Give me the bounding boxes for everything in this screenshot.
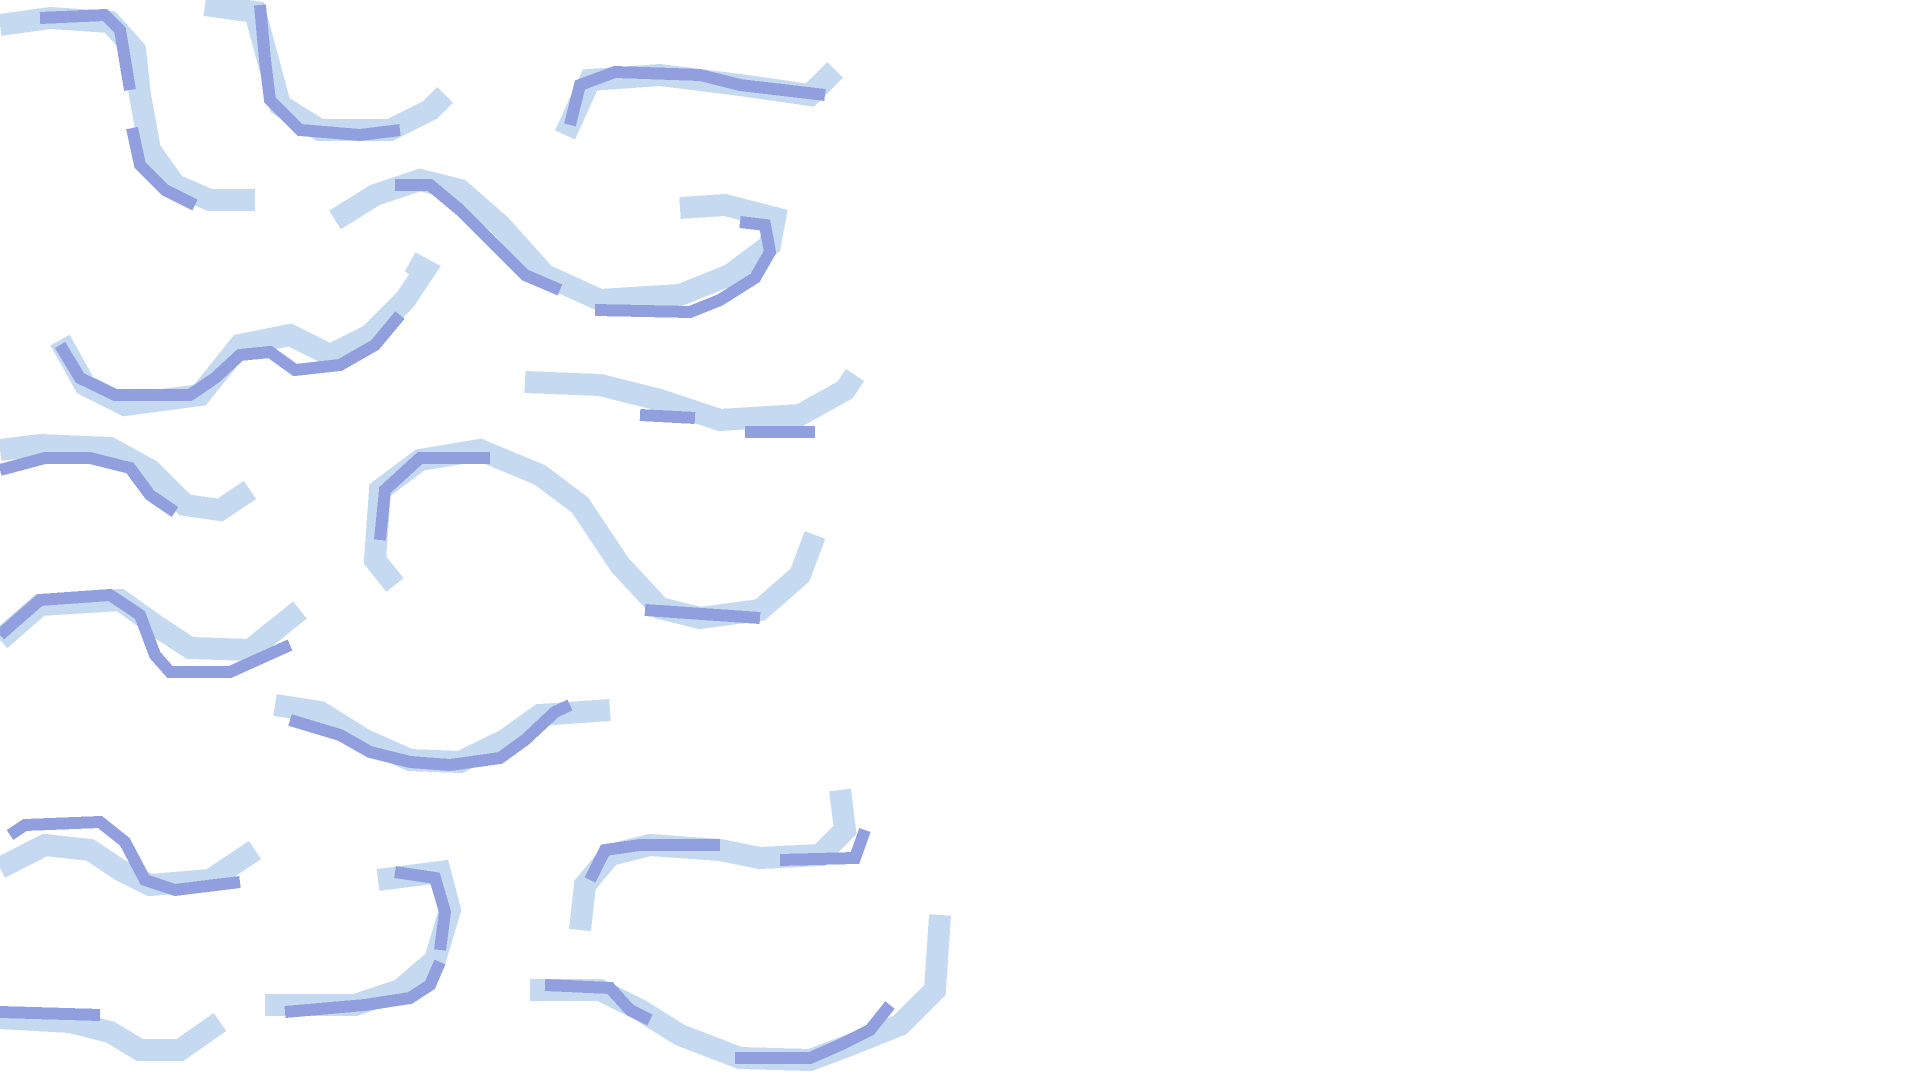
- dark-squiggle-7: [54, 311, 405, 401]
- dark-squiggle-22: [735, 1001, 895, 1064]
- dark-squiggle-11: [374, 452, 490, 541]
- dark-squiggle-8: [639, 409, 696, 424]
- dark-squiggle-15: [6, 815, 241, 897]
- dark-squiggle-2: [126, 126, 198, 211]
- dark-squiggle-19: [284, 959, 446, 1018]
- dark-squiggle-1: [39, 8, 136, 91]
- dark-squiggle-layer: [0, 4, 895, 1064]
- dark-squiggle-3: [254, 4, 401, 142]
- dark-squiggle-17: [779, 827, 871, 866]
- light-squiggle-8: [363, 438, 826, 630]
- light-squiggle-15: [0, 1007, 227, 1061]
- dark-squiggle-6: [594, 216, 777, 319]
- dark-squiggle-12: [644, 604, 761, 624]
- dark-squiggle-13: [0, 588, 293, 678]
- light-squiggle-2: [203, 0, 453, 141]
- light-squiggle-5: [50, 252, 441, 417]
- dark-squiggle-10: [0, 452, 179, 517]
- dark-squiggle-5: [395, 179, 563, 296]
- light-squiggle-6: [524, 368, 865, 432]
- dark-squiggle-21: [544, 979, 653, 1026]
- dark-squiggle-18: [394, 866, 452, 951]
- dark-squiggle-4: [564, 65, 826, 127]
- dark-squiggle-20: [0, 1006, 101, 1021]
- dark-squiggle-14: [288, 699, 573, 772]
- dark-squiggle-16: [584, 839, 720, 883]
- light-squiggle-7: [0, 433, 257, 522]
